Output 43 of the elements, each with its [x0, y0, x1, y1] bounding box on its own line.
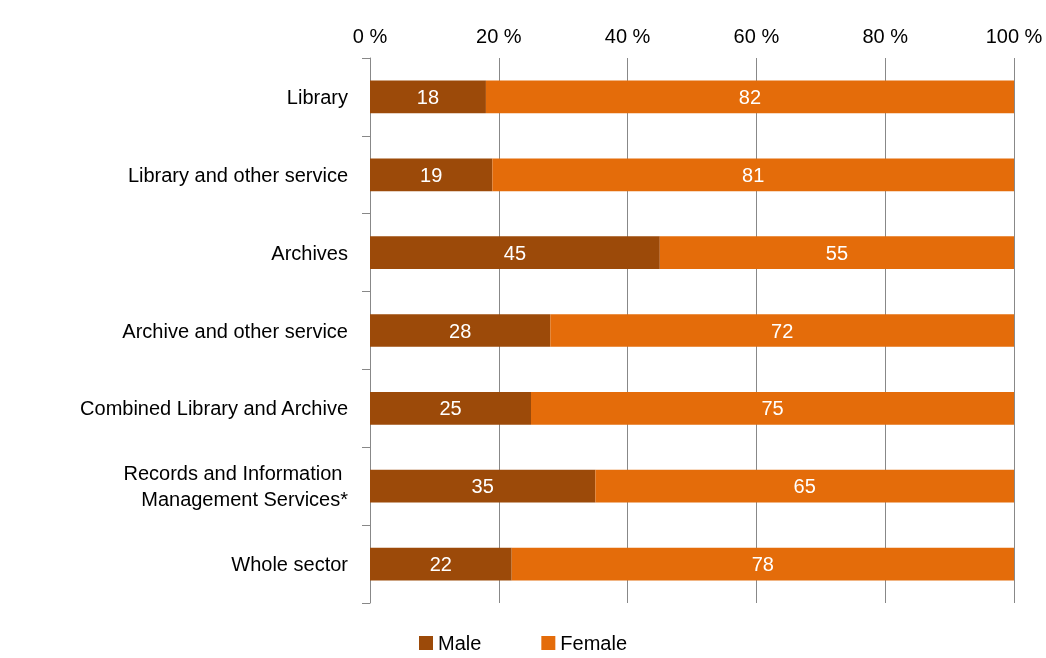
y-tick-label: Archives	[271, 241, 348, 264]
y-tick-label: Combined Library and Archive	[80, 397, 348, 420]
bar	[492, 158, 1014, 192]
x-tick-label: 0 %	[352, 25, 388, 47]
data-label: 75	[761, 397, 784, 420]
y-tick-label: Archive and other service	[122, 319, 348, 342]
bar	[370, 80, 486, 114]
y-tick-label: Library and other service	[127, 163, 348, 186]
bar	[370, 469, 596, 503]
x-tick-label: 100 %	[985, 25, 1043, 47]
bar	[485, 80, 1014, 114]
data-label: 55	[825, 241, 849, 264]
legend-label: Female	[560, 632, 628, 654]
data-label: 81	[742, 163, 765, 186]
bar	[370, 547, 512, 581]
bar	[511, 547, 1014, 581]
x-tick-label: 80 %	[862, 25, 909, 47]
bar	[370, 392, 531, 425]
y-tick-label: Whole sector	[231, 553, 349, 576]
bar	[370, 314, 551, 347]
data-label: 35	[471, 475, 494, 498]
data-label: 65	[793, 475, 816, 498]
legend-label: Male	[437, 632, 482, 654]
data-label: 45	[503, 241, 527, 264]
y-tick-label: Library	[286, 85, 348, 108]
x-tick-label: 60 %	[733, 25, 780, 47]
bar	[550, 314, 1014, 347]
data-label: 18	[416, 85, 440, 108]
bar	[531, 392, 1014, 425]
bar	[595, 469, 1014, 503]
bar	[370, 236, 660, 269]
x-tick-label: 40 %	[604, 25, 651, 47]
data-label: 25	[439, 397, 462, 420]
data-label: 19	[420, 163, 443, 186]
data-label: 72	[771, 319, 794, 342]
data-label: 82	[738, 85, 762, 108]
y-tick-label: Records and Information Management Services*	[123, 462, 349, 511]
data-label: 28	[449, 319, 472, 342]
bar	[370, 158, 493, 192]
data-label: 22	[429, 553, 452, 576]
data-label: 78	[751, 553, 774, 576]
bar	[659, 236, 1014, 269]
x-tick-label: 20 %	[476, 25, 522, 47]
